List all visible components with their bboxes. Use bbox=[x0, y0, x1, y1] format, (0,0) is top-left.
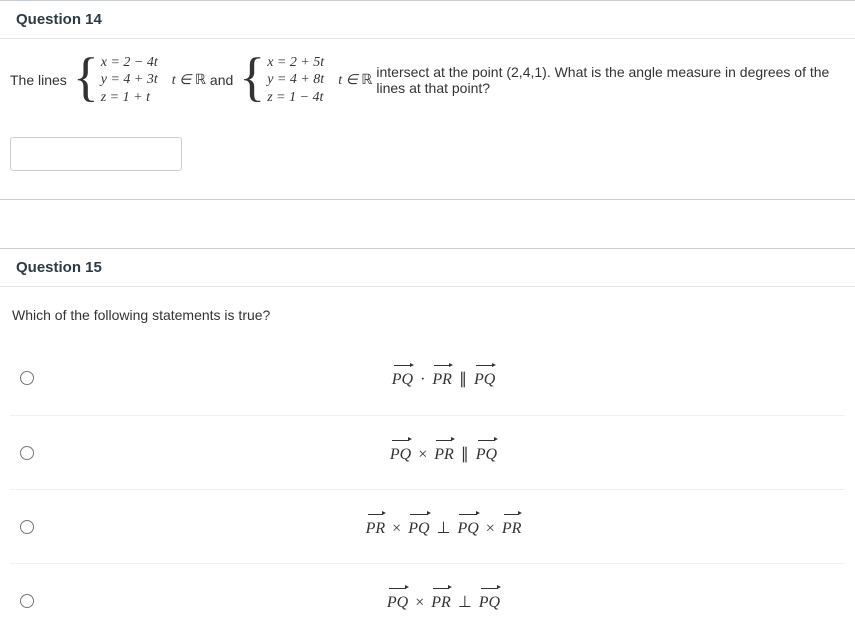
q15-option-a[interactable]: PQ · PR ∥ PQ bbox=[10, 341, 845, 415]
q14-sys1-r3: z = 1 + t bbox=[101, 89, 158, 107]
q14-cond2: t ∈ ℝ bbox=[328, 71, 372, 89]
q15-option-b-radio[interactable] bbox=[20, 446, 34, 460]
q14-system-1: { x = 2 − 4t y = 4 + 3t z = 1 + t bbox=[71, 53, 158, 107]
q14-tail: intersect at the point (2,4,1). What is … bbox=[376, 64, 845, 96]
q15-option-c-math: PR × PQ ⊥ PQ × PR bbox=[46, 516, 841, 538]
question-14-text: The lines { x = 2 − 4t y = 4 + 3t z = 1 … bbox=[10, 53, 845, 107]
q15-option-d-math: PQ × PR ⊥ PQ bbox=[46, 590, 841, 612]
question-15-prompt: Which of the following statements is tru… bbox=[10, 301, 845, 341]
q14-sys2-r1: x = 2 + 5t bbox=[267, 54, 324, 72]
q15-option-a-radio[interactable] bbox=[20, 371, 34, 385]
question-15-block: Question 15 Which of the following state… bbox=[0, 248, 855, 637]
spacer bbox=[0, 200, 855, 248]
question-15-header: Question 15 bbox=[0, 249, 855, 287]
q14-answer-input[interactable] bbox=[10, 137, 182, 171]
q15-option-b-math: PQ × PR ∥ PQ bbox=[46, 442, 841, 464]
q14-sys2-r2: y = 4 + 8t bbox=[267, 71, 324, 89]
q15-option-d[interactable]: PQ × PR ⊥ PQ bbox=[10, 563, 845, 637]
q15-option-c[interactable]: PR × PQ ⊥ PQ × PR bbox=[10, 489, 845, 563]
q14-sys1-r1: x = 2 − 4t bbox=[101, 54, 158, 72]
q14-cond1: t ∈ ℝ bbox=[162, 71, 206, 89]
q14-system-2: { x = 2 + 5t y = 4 + 8t z = 1 − 4t bbox=[237, 53, 324, 107]
q15-option-d-radio[interactable] bbox=[20, 594, 34, 608]
question-14-header: Question 14 bbox=[0, 1, 855, 39]
q15-option-c-radio[interactable] bbox=[20, 520, 34, 534]
question-14-body: The lines { x = 2 − 4t y = 4 + 3t z = 1 … bbox=[0, 39, 855, 199]
question-14-block: Question 14 The lines { x = 2 − 4t y = 4… bbox=[0, 0, 855, 200]
left-brace-icon: { bbox=[237, 53, 267, 107]
q14-join: and bbox=[210, 72, 233, 88]
q14-lead: The lines bbox=[10, 72, 67, 88]
q14-sys2-r3: z = 1 − 4t bbox=[267, 89, 324, 107]
question-15-body: Which of the following statements is tru… bbox=[0, 287, 855, 637]
left-brace-icon: { bbox=[71, 53, 101, 107]
q14-sys1-r2: y = 4 + 3t bbox=[101, 71, 158, 89]
q15-option-b[interactable]: PQ × PR ∥ PQ bbox=[10, 415, 845, 489]
q15-option-a-math: PQ · PR ∥ PQ bbox=[46, 367, 841, 389]
